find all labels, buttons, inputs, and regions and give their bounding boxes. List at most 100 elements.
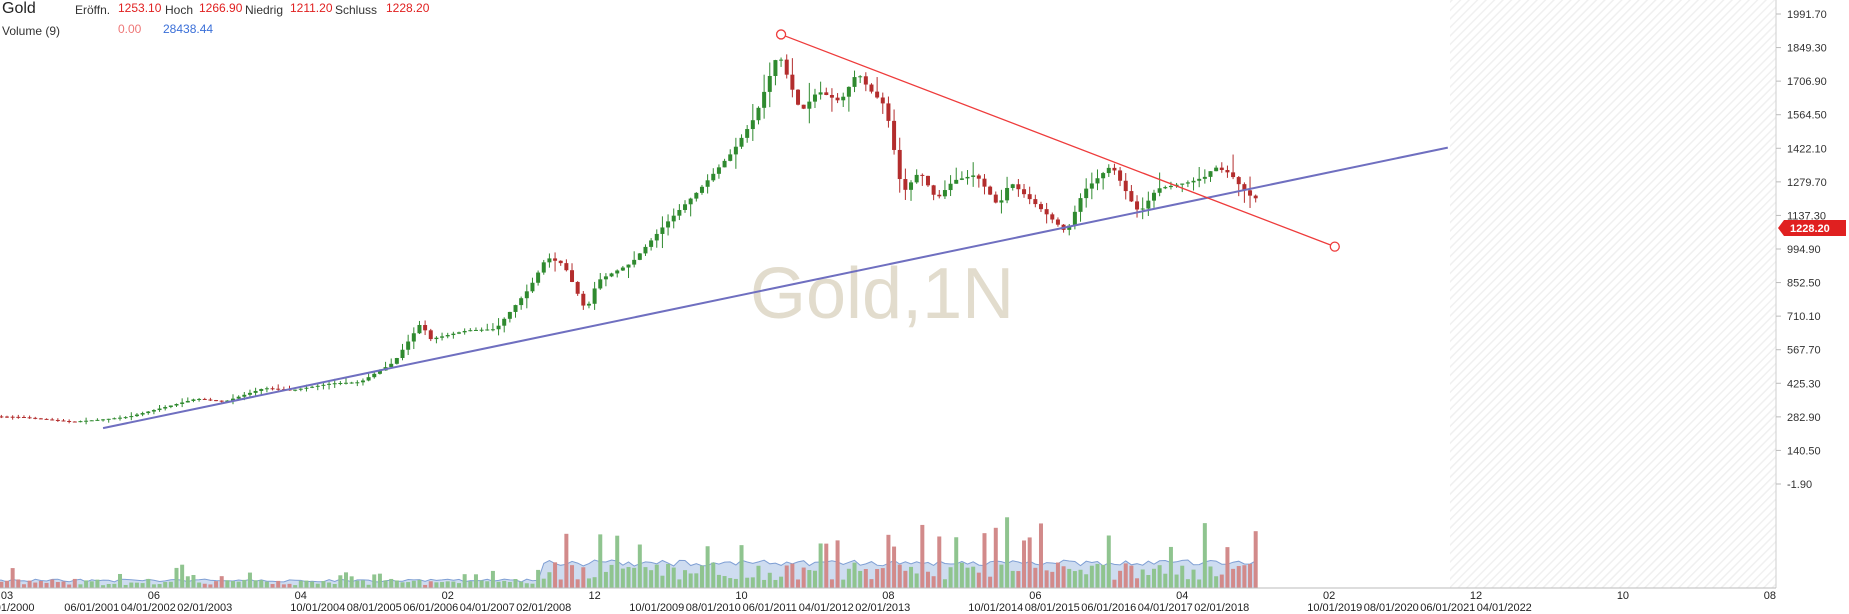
candle-body <box>276 388 281 390</box>
candle-body <box>16 416 21 418</box>
volume-bar <box>72 578 77 588</box>
ohlc-header: Gold Eröffn. 1253.10 Hoch 1266.90 Niedri… <box>0 0 720 40</box>
volume-bar <box>287 583 292 588</box>
y-tick-label: 852.50 <box>1787 278 1821 290</box>
candle-body <box>1033 199 1038 205</box>
volume-bar <box>106 584 111 588</box>
candle-body <box>519 298 524 306</box>
price-axis[interactable]: 1991.70 1849.30 1706.90 1564.50 1422.10 1279.… <box>1776 9 1827 491</box>
candle-body <box>1253 195 1258 199</box>
candle-body <box>355 382 360 384</box>
volume-label[interactable]: Volume (9) <box>2 24 61 38</box>
volume-bar <box>50 579 55 588</box>
volume-bar <box>191 575 196 588</box>
volume-bar <box>496 581 501 588</box>
volume-bar <box>372 574 377 588</box>
volume-bar <box>1236 566 1241 588</box>
candle-body <box>349 382 354 384</box>
volume-bar <box>626 567 631 588</box>
volume-bar <box>315 583 320 588</box>
volume-bar <box>202 583 207 588</box>
x-tick-bottom: 10/01/2019 <box>1307 602 1362 614</box>
x-tick-bottom: 08/01/2015 <box>1025 602 1080 614</box>
volume-bar <box>1022 540 1027 588</box>
candle-body <box>807 101 812 109</box>
candle-body <box>496 325 501 330</box>
candle-body <box>976 175 981 179</box>
candle-body <box>174 403 179 406</box>
candle-body <box>1163 187 1168 189</box>
volume-bar <box>44 582 49 588</box>
candle-body <box>869 84 874 92</box>
x-tick-bottom: 04/01/2022 <box>1477 602 1532 614</box>
volume-bar <box>360 580 365 588</box>
candle-body <box>61 420 66 422</box>
candle-body <box>360 380 365 383</box>
volume-bar <box>231 581 236 588</box>
candle-body <box>423 325 428 331</box>
candle-body <box>146 411 151 414</box>
candle-body <box>55 419 60 421</box>
candle-body <box>242 394 247 397</box>
volume-bar <box>728 578 733 588</box>
candle-body <box>89 420 94 422</box>
candle-body <box>739 137 744 147</box>
candle-body <box>1118 170 1123 181</box>
candle-body <box>1129 191 1134 202</box>
candle-body <box>1242 184 1247 191</box>
volume-bar <box>276 580 281 588</box>
volume-bar <box>564 533 569 588</box>
volume-bar <box>21 584 26 588</box>
volume-bar <box>502 580 507 588</box>
candle-body <box>586 303 591 306</box>
time-axis[interactable]: 0306040212100806040212100806040212100806… <box>0 587 1849 614</box>
candle-body <box>1084 188 1089 199</box>
candle-body <box>445 335 450 337</box>
volume-bar <box>818 543 823 588</box>
volume-value: 0.00 <box>118 22 142 36</box>
volume-bar <box>1180 565 1185 588</box>
volume-bar <box>790 563 795 588</box>
candle-body <box>191 399 196 401</box>
volume-bar <box>903 570 908 588</box>
volume-bar <box>920 524 925 588</box>
trendlines[interactable] <box>102 29 1448 430</box>
candle-body <box>315 385 320 387</box>
volume-bar <box>236 581 241 588</box>
volume-bar <box>417 579 422 588</box>
candle-body <box>705 180 710 187</box>
candle-body <box>298 388 303 390</box>
symbol-label[interactable]: Gold <box>2 0 36 17</box>
candle-body <box>44 418 49 420</box>
volume-bar <box>745 577 750 588</box>
volume-bar <box>406 582 411 588</box>
candle-body <box>140 413 145 415</box>
candle-body <box>863 76 868 85</box>
candle-body <box>434 337 439 340</box>
candle-body <box>78 421 83 423</box>
volume-bar <box>174 567 179 588</box>
candle-body <box>903 179 908 190</box>
candle-body <box>151 410 156 412</box>
volume-bar <box>485 581 490 588</box>
candle-body <box>406 341 411 350</box>
last-price-label: 1228.20 <box>1790 223 1830 235</box>
volume-bar <box>281 584 286 588</box>
volume-bar <box>1253 531 1258 588</box>
x-tick-bottom: 03/01/2000 <box>0 602 35 614</box>
open-label: Eröffn. <box>75 3 111 17</box>
candle-body <box>536 272 541 283</box>
candle-body <box>157 408 162 411</box>
volume-bar <box>394 580 399 588</box>
volume-bar <box>688 573 693 588</box>
candle-body <box>473 329 478 331</box>
volume-bar <box>253 580 258 588</box>
volume-bar <box>38 581 43 588</box>
candle-body <box>592 288 597 304</box>
volume-bar <box>654 564 659 588</box>
volume-bar <box>157 584 162 588</box>
candle-body <box>756 107 761 121</box>
volume-bar <box>976 572 981 588</box>
x-tick-bottom: 04/01/2017 <box>1138 602 1193 614</box>
